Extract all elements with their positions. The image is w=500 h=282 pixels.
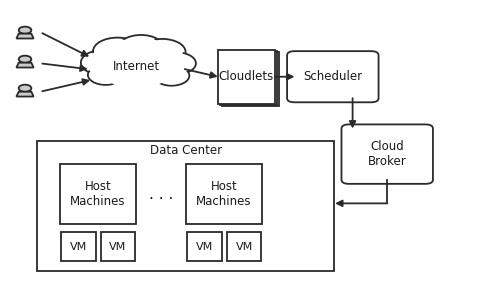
Text: VM: VM <box>236 242 252 252</box>
Text: Internet: Internet <box>112 60 160 73</box>
Circle shape <box>101 49 172 89</box>
Circle shape <box>96 39 139 63</box>
Bar <box>100 232 136 261</box>
Text: Host
Machines: Host Machines <box>70 180 126 208</box>
Circle shape <box>18 56 32 63</box>
Circle shape <box>84 52 123 74</box>
Bar <box>38 141 334 271</box>
Circle shape <box>101 49 172 89</box>
Bar <box>186 164 262 224</box>
Polygon shape <box>16 34 34 39</box>
FancyBboxPatch shape <box>342 124 433 184</box>
Circle shape <box>93 38 142 65</box>
Circle shape <box>18 85 32 92</box>
Circle shape <box>156 67 187 85</box>
Bar <box>61 232 96 261</box>
Circle shape <box>90 66 122 84</box>
Circle shape <box>121 36 161 59</box>
FancyBboxPatch shape <box>287 51 378 102</box>
Bar <box>220 51 276 105</box>
Text: Cloudlets: Cloudlets <box>218 70 274 83</box>
Circle shape <box>142 41 183 64</box>
Text: Data Center: Data Center <box>150 144 222 157</box>
Circle shape <box>156 52 196 74</box>
Circle shape <box>159 54 194 73</box>
Text: Cloud
Broker: Cloud Broker <box>368 140 406 168</box>
Text: VM: VM <box>196 242 213 252</box>
Circle shape <box>118 35 164 60</box>
Circle shape <box>154 66 190 86</box>
Bar <box>60 164 136 224</box>
Bar <box>227 232 262 261</box>
Circle shape <box>138 39 186 65</box>
Text: VM: VM <box>110 242 126 252</box>
Bar <box>187 232 222 261</box>
Polygon shape <box>16 92 34 96</box>
Circle shape <box>81 50 126 75</box>
Text: VM: VM <box>70 242 87 252</box>
Bar <box>222 52 278 106</box>
Circle shape <box>88 65 124 85</box>
Text: Host
Machines: Host Machines <box>196 180 252 208</box>
Polygon shape <box>16 63 34 67</box>
Text: Scheduler: Scheduler <box>304 70 362 83</box>
Bar <box>218 50 274 104</box>
Text: . . .: . . . <box>149 187 173 202</box>
Circle shape <box>18 27 32 34</box>
